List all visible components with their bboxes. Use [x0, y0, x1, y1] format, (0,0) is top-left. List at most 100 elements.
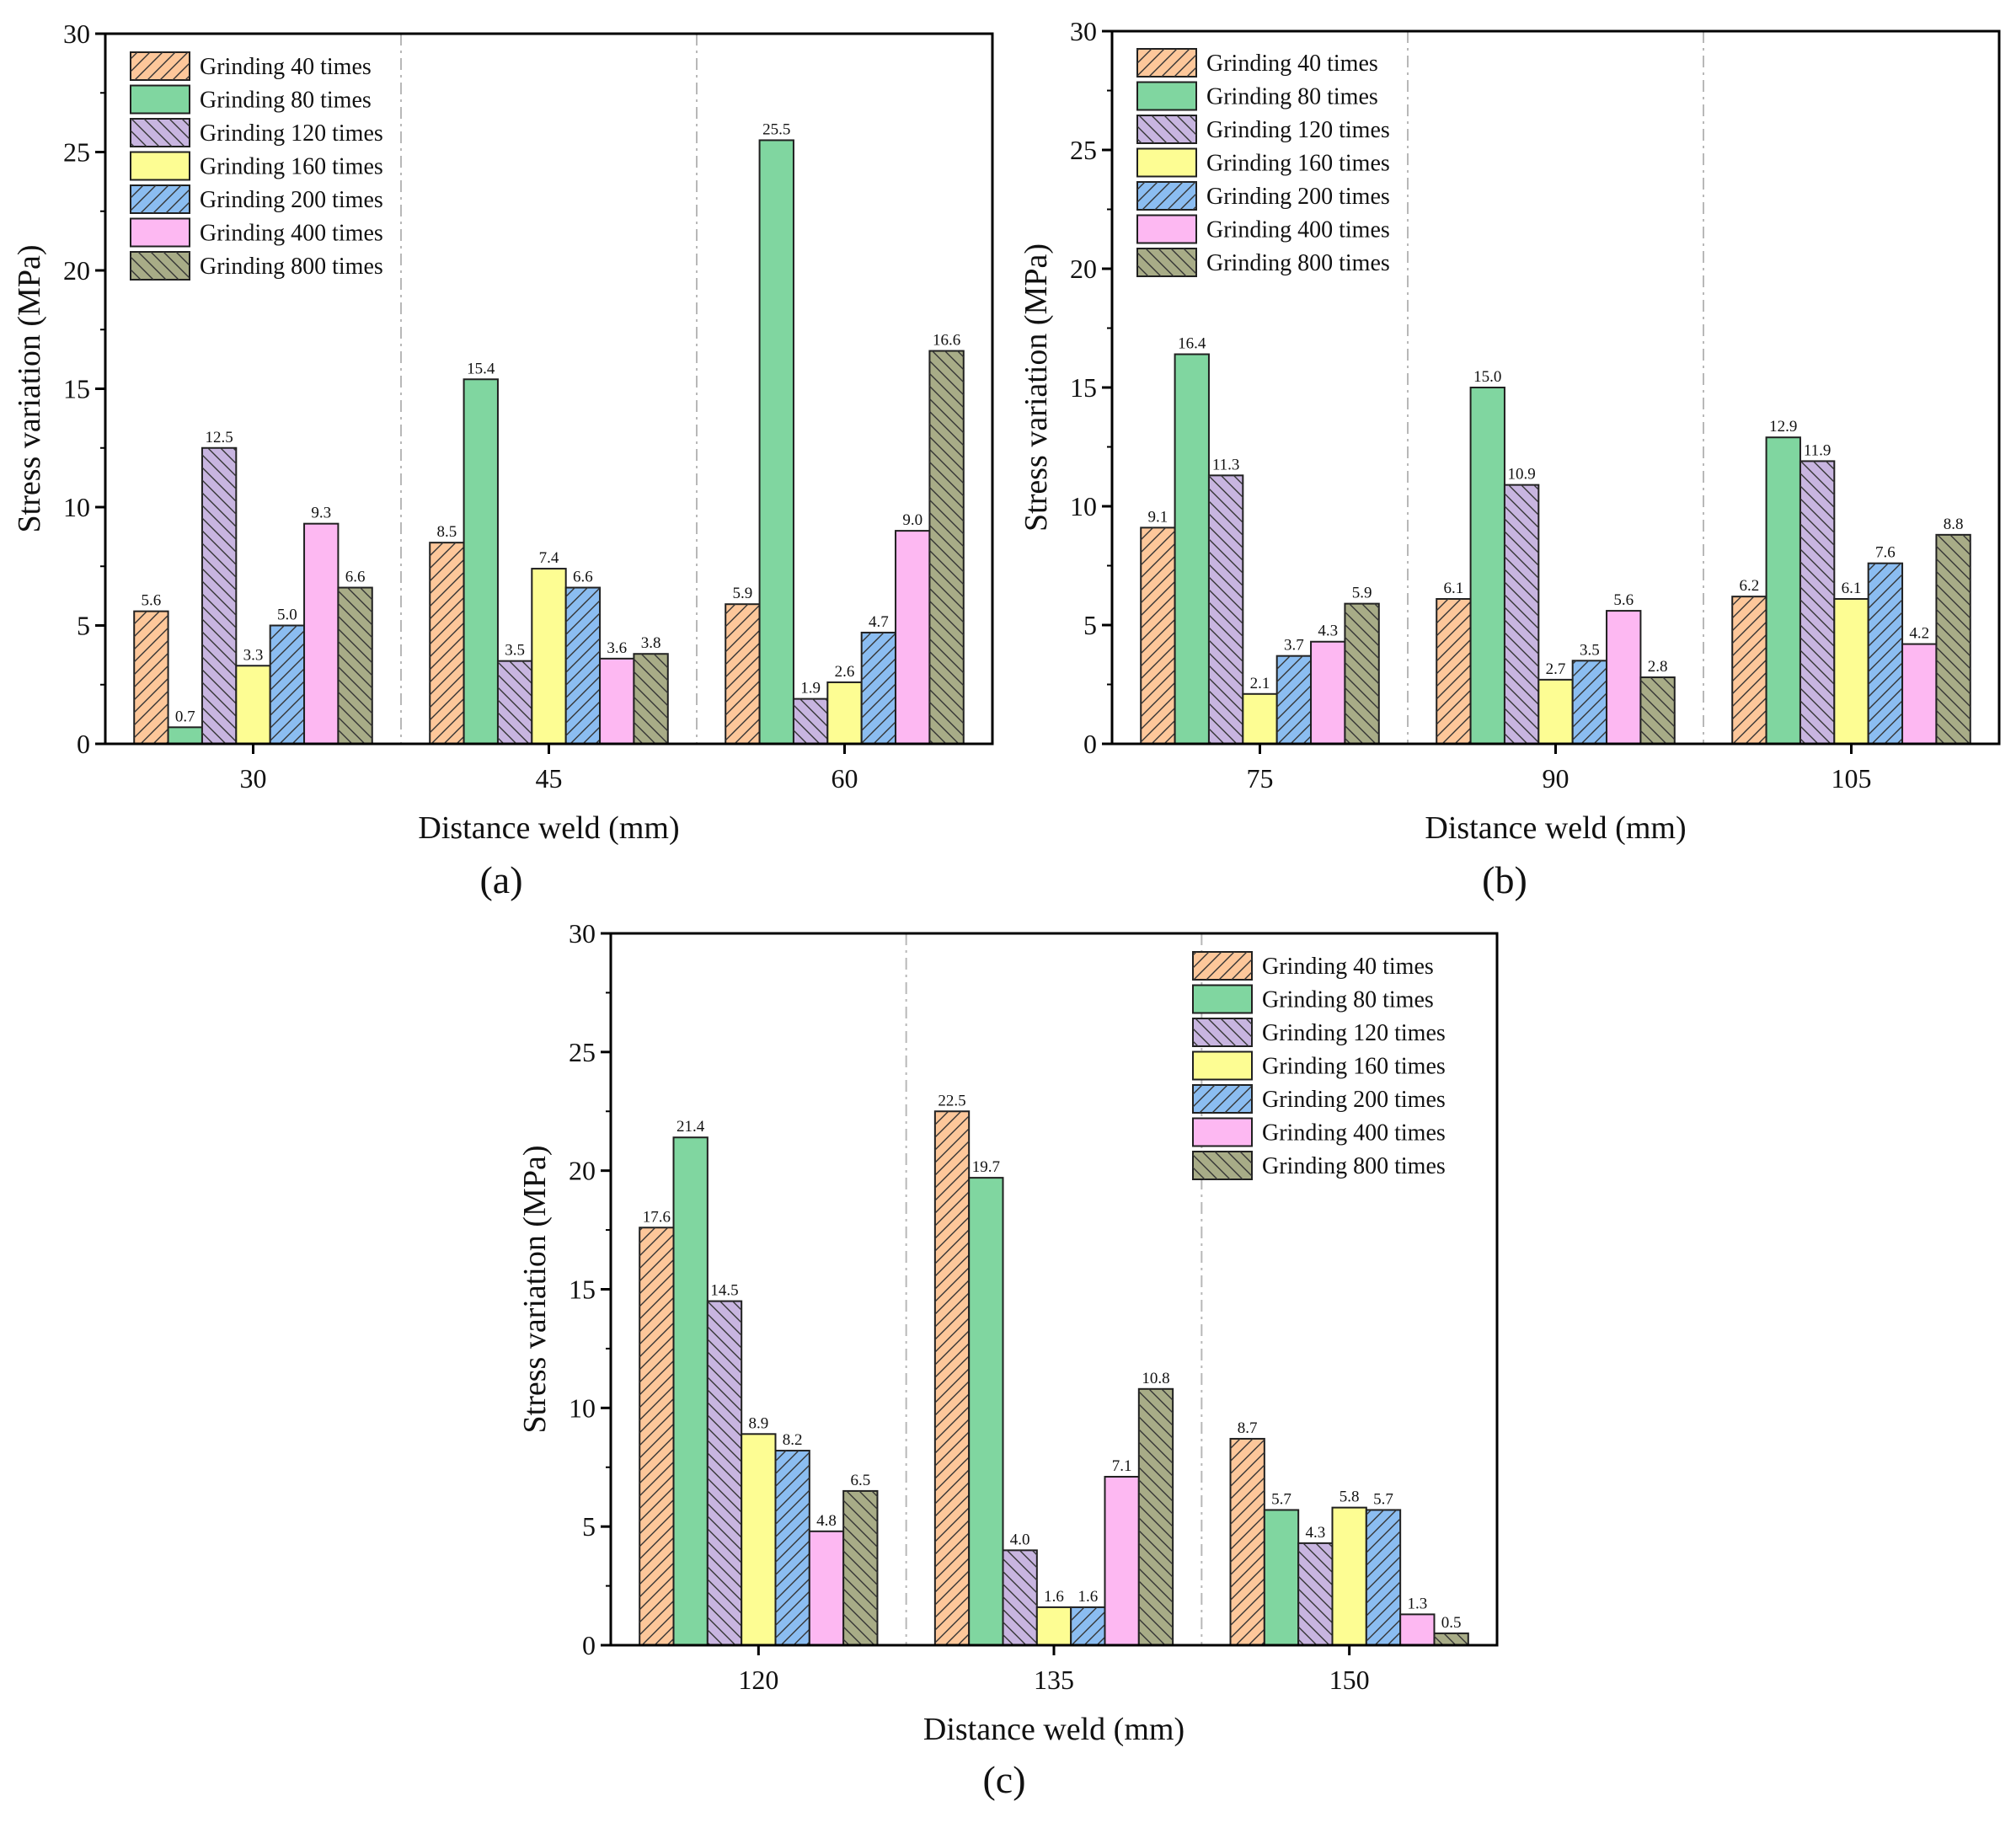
x-tick-label: 60: [832, 763, 858, 794]
data-label: 3.5: [1580, 641, 1600, 659]
legend-label: Grinding 800 times: [1262, 1153, 1446, 1179]
bar: [1833, 597, 1869, 745]
data-label: 7.6: [1875, 544, 1896, 562]
legend-swatch-hatch: [1137, 115, 1196, 143]
bar-hatch: [1504, 484, 1539, 744]
data-label: 2.8: [1648, 658, 1668, 676]
y-tick-label: 10: [63, 492, 90, 522]
chart-panel-0: 5.6 8.5 5.9 0.7 15.4 25.5 12.5 3.5 1.9 3.3 7.4 2.6 5…: [12, 19, 994, 901]
legend-label: Grinding 40 times: [1206, 51, 1378, 77]
bar-hatch: [1936, 534, 1971, 744]
x-tick-label: 30: [240, 763, 267, 794]
data-label: 10.8: [1142, 1370, 1169, 1387]
data-label: 5.9: [1352, 585, 1372, 602]
bar: [968, 1177, 1004, 1647]
bar: [808, 1530, 845, 1647]
data-label: 16.4: [1178, 335, 1206, 353]
data-label: 17.6: [643, 1208, 671, 1226]
data-label: 1.9: [800, 680, 821, 698]
legend-label: Grinding 800 times: [200, 254, 383, 280]
legend-label: Grinding 120 times: [200, 120, 383, 147]
bar-hatch: [1230, 1438, 1265, 1645]
data-label: 5.7: [1373, 1490, 1393, 1508]
data-label: 5.8: [1340, 1489, 1360, 1506]
legend-swatch-hatch: [1137, 182, 1196, 210]
bar-hatch: [634, 654, 668, 744]
data-label: 2.6: [835, 663, 855, 681]
data-label: 3.3: [243, 646, 264, 664]
legend-swatch-hatch: [131, 252, 190, 280]
data-label: 9.1: [1148, 508, 1168, 526]
data-label: 10.9: [1508, 466, 1536, 484]
data-label: 3.8: [641, 634, 661, 652]
data-label: 12.5: [206, 429, 233, 446]
bar-hatch: [430, 543, 464, 744]
y-tick-label: 25: [63, 137, 90, 168]
y-axis-label: Stress variation (MPa): [517, 1146, 553, 1434]
x-axis-label: Distance weld (mm): [418, 810, 679, 846]
panel-label: (c): [982, 1758, 1025, 1801]
bar: [1901, 643, 1938, 745]
legend-label: Grinding 80 times: [200, 88, 372, 114]
bar-hatch: [639, 1227, 674, 1645]
legend-label: Grinding 200 times: [200, 187, 383, 213]
bar-hatch: [1138, 1388, 1174, 1645]
legend-swatch-hatch: [1137, 249, 1196, 276]
bar-hatch: [929, 350, 964, 744]
data-label: 6.6: [345, 569, 366, 586]
data-label: 19.7: [972, 1158, 1000, 1176]
data-label: 8.8: [1944, 516, 1964, 533]
data-label: 14.5: [710, 1282, 738, 1300]
bar-hatch: [201, 447, 237, 744]
data-label: 3.6: [607, 639, 627, 657]
legend-label: Grinding 40 times: [200, 54, 372, 80]
bar: [895, 530, 931, 745]
bar-hatch: [1799, 461, 1835, 744]
bar: [235, 665, 271, 746]
y-tick-label: 15: [1070, 372, 1097, 403]
data-label: 9.0: [902, 511, 922, 529]
y-tick-label: 30: [569, 918, 596, 949]
bar: [1331, 1506, 1367, 1646]
bar: [531, 568, 567, 745]
data-label: 1.6: [1044, 1588, 1064, 1606]
bar-hatch: [725, 604, 760, 744]
data-label: 5.6: [142, 592, 162, 610]
bar: [1765, 436, 1801, 745]
data-label: 22.5: [938, 1092, 965, 1109]
bar: [1104, 1476, 1140, 1647]
x-tick-label: 135: [1034, 1665, 1074, 1695]
legend-swatch-hatch: [1193, 1085, 1252, 1113]
legend-label: Grinding 400 times: [1262, 1120, 1446, 1147]
data-label: 8.2: [783, 1431, 803, 1449]
data-label: 4.0: [1010, 1531, 1030, 1548]
bar-hatch: [1071, 1606, 1105, 1645]
legend-swatch-hatch: [1137, 49, 1196, 77]
data-label: 7.1: [1112, 1457, 1132, 1475]
legend-label: Grinding 160 times: [200, 154, 383, 180]
legend: Grinding 40 times Grinding 80 times Grindi…: [130, 51, 383, 281]
bar: [1242, 692, 1278, 746]
legend-swatch-hatch: [1193, 952, 1252, 980]
data-label: 21.4: [676, 1118, 705, 1136]
legend-swatch: [130, 84, 190, 115]
data-label: 6.1: [1842, 580, 1862, 597]
legend-swatch: [1136, 214, 1197, 244]
bar-hatch: [707, 1301, 742, 1645]
bar-hatch: [775, 1451, 810, 1645]
bar: [463, 378, 499, 745]
bar: [1399, 1613, 1436, 1646]
data-label: 0.5: [1441, 1614, 1462, 1632]
legend-label: Grinding 200 times: [1206, 184, 1390, 210]
legend-label: Grinding 80 times: [1206, 84, 1378, 110]
bar-hatch: [1208, 475, 1243, 744]
y-tick-label: 25: [1070, 135, 1097, 165]
y-tick-label: 5: [582, 1511, 596, 1542]
bar-hatch: [1141, 527, 1175, 744]
bar-hatch: [497, 660, 532, 744]
y-tick-label: 0: [582, 1630, 596, 1660]
y-axis-label: Stress variation (MPa): [12, 245, 47, 533]
legend-swatch: [130, 217, 190, 248]
legend-swatch-hatch: [1193, 1018, 1252, 1046]
data-label: 3.7: [1284, 637, 1304, 655]
